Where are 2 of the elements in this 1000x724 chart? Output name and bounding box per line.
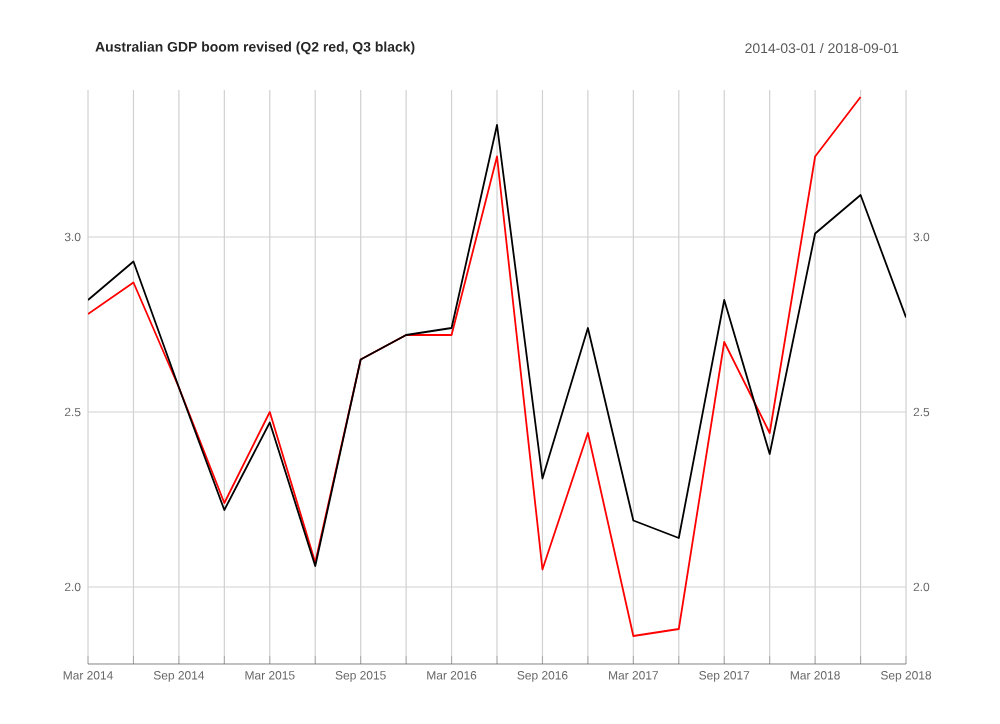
line-series (88, 96, 862, 637)
line-series (88, 124, 907, 567)
